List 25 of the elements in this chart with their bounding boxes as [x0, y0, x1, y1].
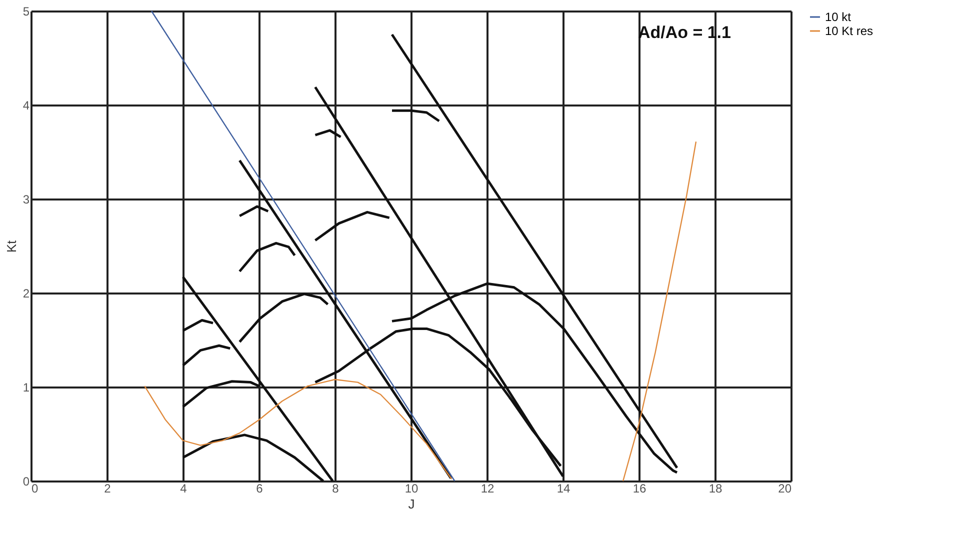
line-series — [182, 434, 324, 482]
x-tick-label: 2 — [104, 482, 112, 496]
x-tick-label: 10 — [404, 482, 418, 496]
x-tick-label: 8 — [332, 482, 340, 496]
x-tick-label: 0 — [32, 482, 38, 496]
legend-label: 10 kt — [825, 10, 852, 24]
legend-label: 10 Kt res — [825, 24, 874, 38]
x-tick-label: 14 — [556, 482, 570, 496]
x-tick-label: 4 — [180, 482, 188, 496]
y-tick-label: 4 — [22, 98, 30, 112]
line-series — [238, 292, 330, 344]
y-tick-label: 5 — [22, 4, 30, 18]
line-series — [238, 242, 296, 273]
x-tick-label: 16 — [632, 482, 646, 496]
line-series — [314, 210, 391, 242]
y-tick-label: 3 — [22, 192, 30, 206]
y-tick-label: 1 — [22, 380, 30, 394]
x-tick-label: 18 — [708, 482, 722, 496]
x-tick-label: 6 — [256, 482, 264, 496]
y-tick-label: 2 — [22, 286, 30, 300]
x-tick-label: 12 — [480, 482, 494, 496]
line-series — [182, 344, 232, 367]
x-tick-label: 20 — [778, 482, 792, 496]
y-axis-title: Kt — [4, 240, 19, 253]
x-axis-title: J — [408, 496, 415, 512]
